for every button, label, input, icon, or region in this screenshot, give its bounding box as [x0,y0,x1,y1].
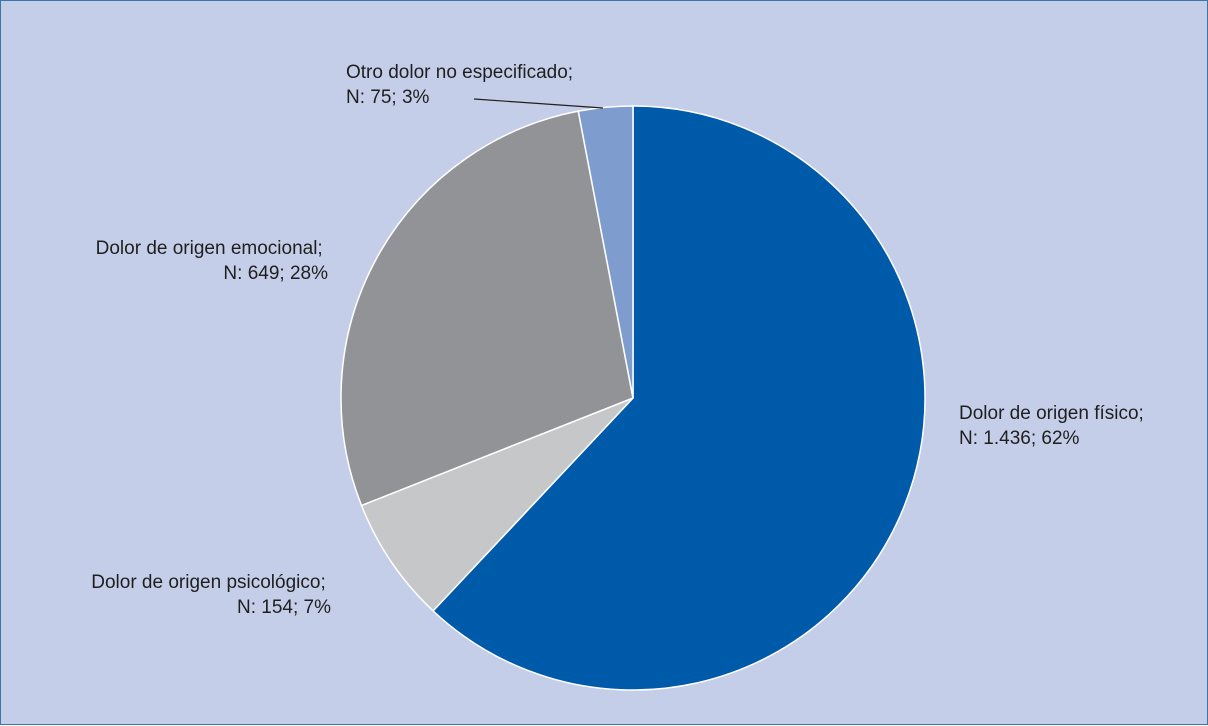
label-psicologico: Dolor de origen psicológico; N: 154; 7% [91,572,331,618]
slice-otro [577,105,634,399]
label-emocional-line2: N: 649; 28% [223,263,328,284]
label-psicologico-line1: Dolor de origen psicológico; [91,572,325,593]
label-emocional-line1: Dolor de origen emocional; [96,238,323,259]
slice-psicologico [360,397,634,612]
label-fisico-line2: N: 1.436; 62% [959,428,1080,449]
pie-slices [340,105,926,691]
label-otro: Otro dolor no especificado; N: 75; 3% [346,62,578,108]
slice-fisico [432,105,926,691]
label-fisico-line1: Dolor de origen físico; [959,403,1144,424]
label-emocional: Dolor de origen emocional; N: 649; 28% [96,238,328,284]
label-fisico: Dolor de origen físico; N: 1.436; 62% [959,403,1149,449]
slice-emocional [340,110,634,507]
label-otro-line2: N: 75; 3% [346,87,430,108]
label-otro-line1: Otro dolor no especificado; [346,62,573,83]
label-psicologico-line2: N: 154; 7% [237,597,331,618]
leader-line-otro [473,98,604,109]
